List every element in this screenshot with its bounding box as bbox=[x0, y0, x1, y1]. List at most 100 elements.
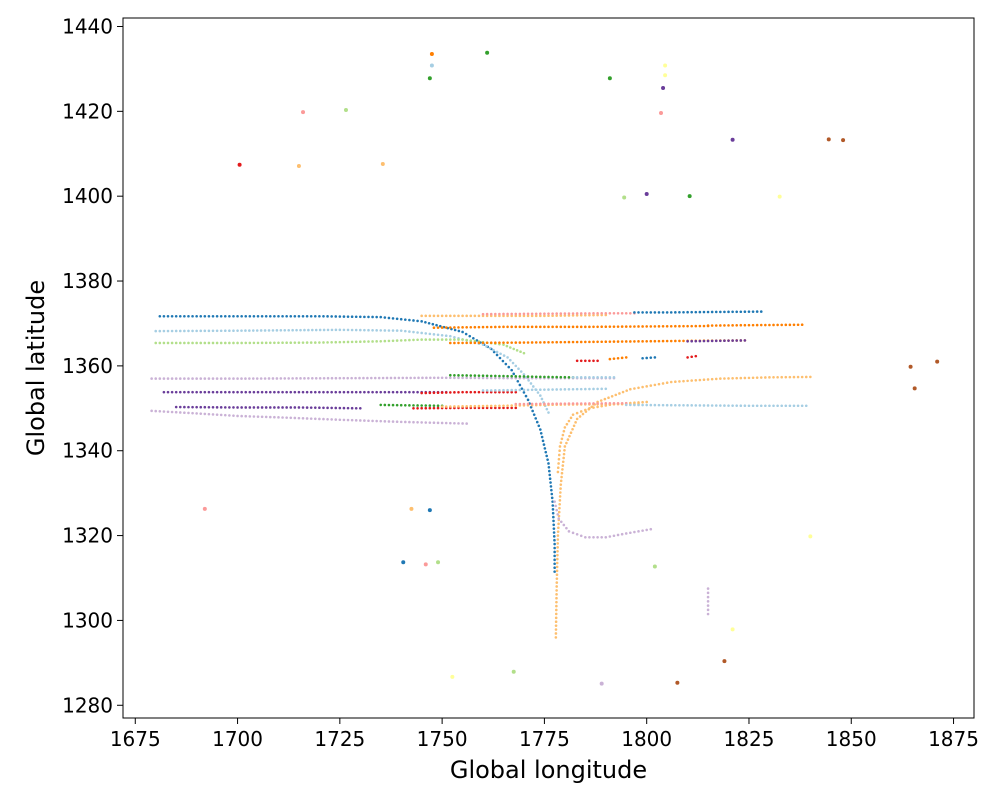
track-point bbox=[563, 449, 566, 452]
track-point bbox=[379, 419, 383, 423]
track-point bbox=[532, 413, 536, 416]
track-point bbox=[502, 406, 505, 410]
track-point bbox=[518, 341, 522, 344]
track-point bbox=[669, 324, 673, 328]
track-point bbox=[207, 329, 211, 333]
track-point bbox=[395, 339, 399, 342]
track-point bbox=[293, 416, 297, 420]
track-point bbox=[747, 376, 751, 380]
track-point bbox=[232, 406, 235, 409]
track-point bbox=[575, 312, 579, 315]
scatter-point bbox=[607, 76, 612, 81]
track-point bbox=[309, 406, 313, 409]
track-point bbox=[381, 376, 385, 380]
track-point bbox=[560, 475, 563, 479]
track-point bbox=[297, 314, 301, 318]
track-point bbox=[301, 314, 305, 318]
track-point bbox=[514, 390, 518, 394]
track-point bbox=[616, 401, 620, 405]
track-point bbox=[215, 377, 219, 380]
track-point bbox=[543, 375, 546, 379]
track-point bbox=[641, 400, 644, 404]
track-point bbox=[277, 416, 280, 419]
track-point bbox=[199, 341, 203, 345]
track-point bbox=[553, 500, 556, 503]
track-30 bbox=[624, 403, 808, 408]
track-point bbox=[405, 376, 409, 380]
track-point bbox=[425, 376, 428, 380]
track-point bbox=[240, 406, 243, 409]
track-point bbox=[759, 376, 763, 379]
track-point bbox=[232, 329, 235, 332]
track-point bbox=[554, 504, 557, 508]
track-point bbox=[618, 392, 621, 395]
track-point bbox=[751, 310, 755, 313]
track-point bbox=[555, 604, 558, 608]
track-point bbox=[428, 421, 432, 424]
track-point bbox=[706, 595, 710, 599]
track-point bbox=[534, 375, 538, 379]
track-point bbox=[358, 407, 362, 410]
track-point bbox=[514, 406, 518, 410]
track-point bbox=[475, 339, 479, 342]
track-point bbox=[453, 405, 456, 408]
track-point bbox=[305, 417, 309, 420]
track-point bbox=[358, 328, 362, 332]
track-point bbox=[624, 356, 628, 359]
track-point bbox=[408, 390, 411, 394]
track-point bbox=[682, 379, 685, 383]
track-point bbox=[540, 435, 544, 439]
track-point bbox=[596, 376, 599, 379]
track-point bbox=[203, 405, 207, 409]
track-point bbox=[727, 404, 730, 407]
track-point bbox=[678, 310, 681, 314]
track-point bbox=[416, 406, 419, 410]
track-point bbox=[544, 450, 548, 454]
track-point bbox=[526, 325, 530, 329]
track-point bbox=[440, 391, 444, 394]
track-point bbox=[416, 319, 419, 323]
track-point bbox=[338, 376, 342, 380]
track-point bbox=[518, 312, 522, 316]
track-point bbox=[559, 441, 563, 444]
track-point bbox=[158, 329, 162, 333]
track-point bbox=[461, 330, 464, 334]
track-point bbox=[548, 469, 551, 473]
track-point bbox=[330, 315, 333, 318]
track-point bbox=[510, 406, 513, 410]
track-point bbox=[473, 390, 477, 394]
track-point bbox=[271, 329, 275, 332]
track-point bbox=[322, 406, 325, 410]
track-point bbox=[219, 341, 223, 345]
track-point bbox=[682, 339, 685, 343]
track-point bbox=[584, 325, 587, 329]
track-point bbox=[404, 403, 407, 407]
track-point bbox=[543, 341, 546, 344]
track-point bbox=[563, 402, 567, 405]
track-point bbox=[166, 377, 170, 380]
track-point bbox=[354, 315, 358, 319]
track-point bbox=[596, 535, 599, 539]
track-point bbox=[354, 419, 358, 422]
track-point bbox=[498, 406, 501, 410]
track-point bbox=[686, 324, 689, 328]
track-point bbox=[571, 325, 575, 329]
track-point bbox=[551, 508, 555, 511]
track-point bbox=[579, 340, 583, 344]
track-point bbox=[612, 534, 616, 538]
track-point bbox=[669, 380, 673, 384]
track-point bbox=[710, 339, 714, 343]
track-point bbox=[326, 406, 329, 410]
track-point bbox=[453, 373, 456, 377]
track-point bbox=[203, 329, 207, 333]
track-point bbox=[698, 378, 702, 382]
track-point bbox=[342, 406, 346, 410]
track-point bbox=[637, 403, 640, 407]
track-point bbox=[563, 388, 567, 391]
track-point bbox=[502, 390, 505, 394]
track-point bbox=[682, 324, 685, 328]
track-point bbox=[191, 411, 194, 415]
track-point bbox=[174, 377, 178, 380]
track-point bbox=[657, 311, 661, 314]
track-point bbox=[385, 376, 389, 380]
